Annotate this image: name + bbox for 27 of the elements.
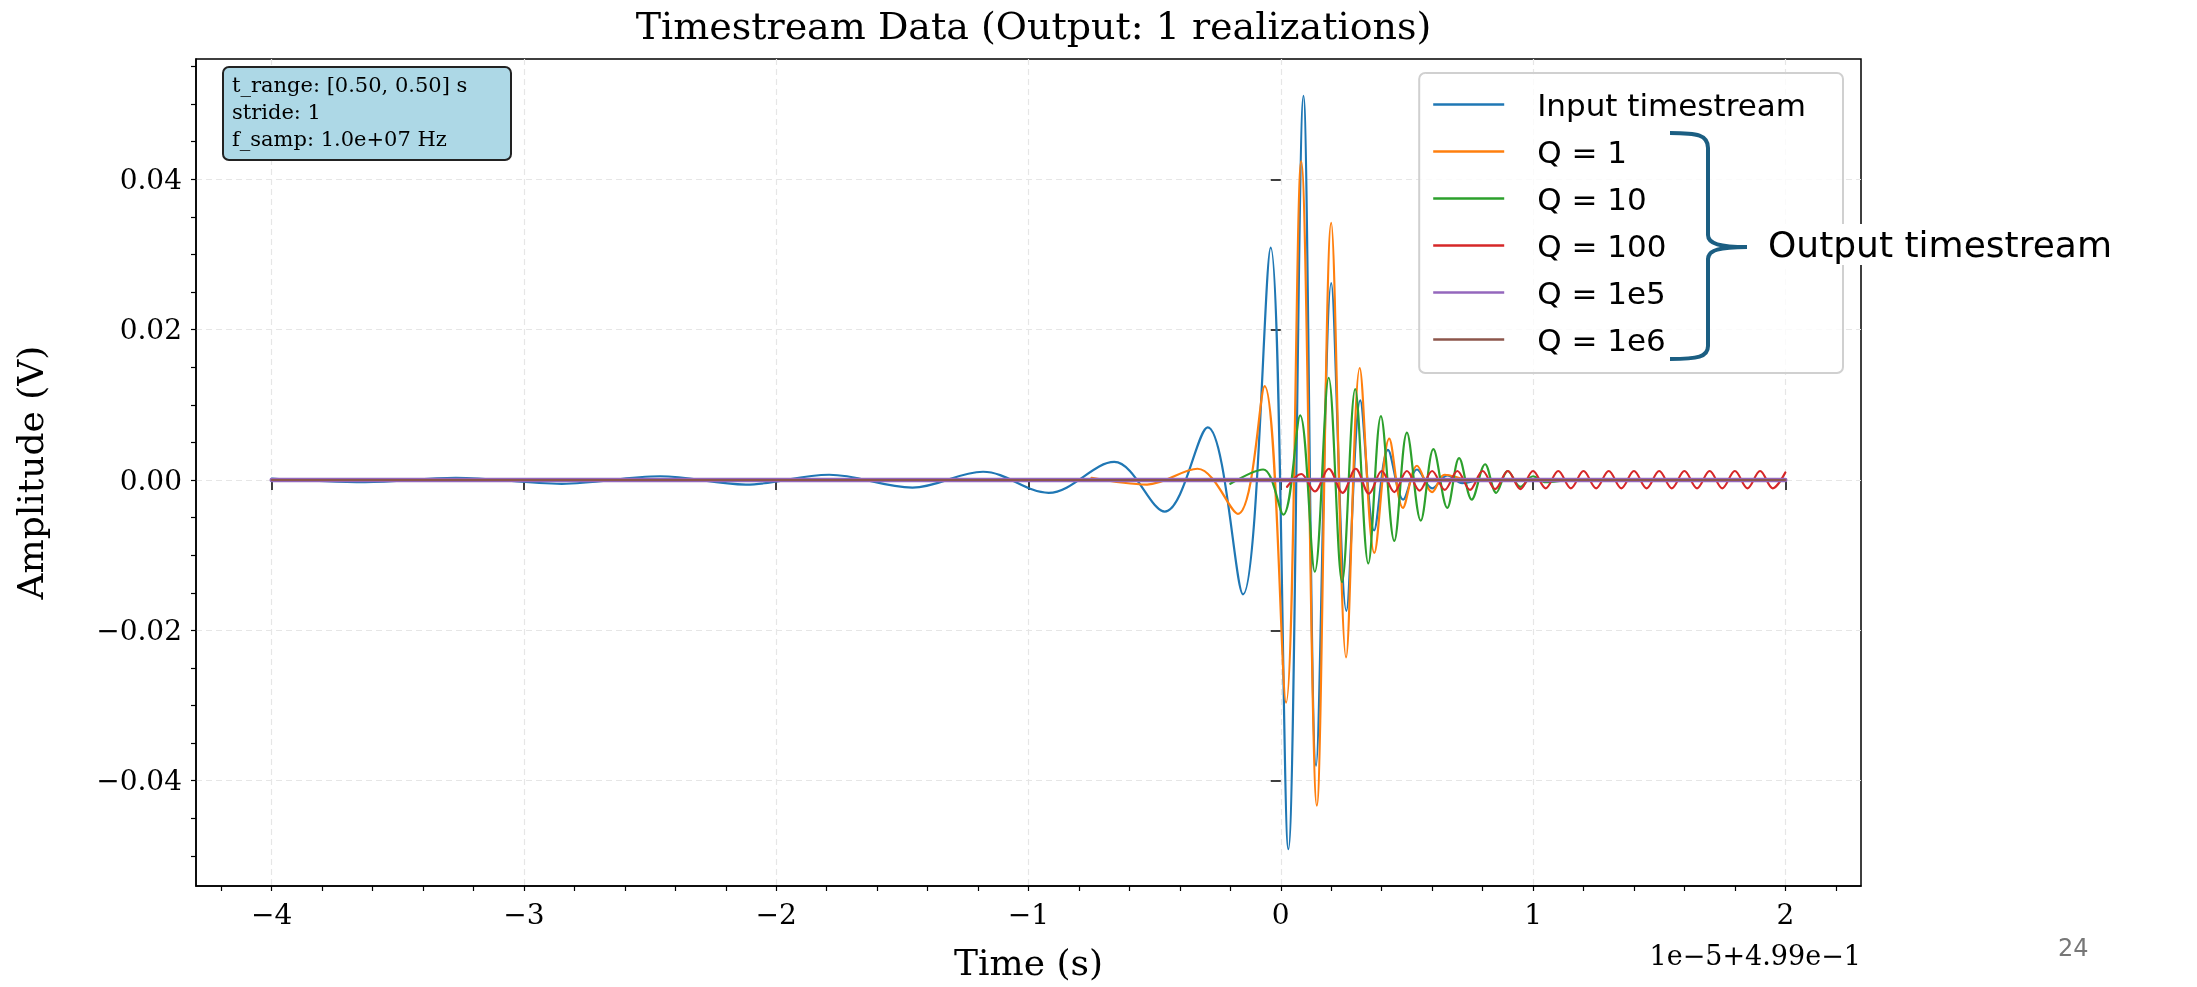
annotation: f_samp: 1.0e+07 Hz bbox=[232, 126, 448, 153]
annotation: stride: 1 bbox=[232, 99, 322, 126]
legend-label: Q = 1 bbox=[1537, 133, 1628, 170]
y-axis-title: Amplitude (V) bbox=[9, 345, 51, 601]
x-tick-label: −3 bbox=[503, 897, 545, 931]
y-tick-label: 0.00 bbox=[119, 463, 182, 497]
x-tick-label: −2 bbox=[755, 897, 797, 931]
legend-label: Q = 1e5 bbox=[1537, 274, 1666, 311]
x-tick-label: 0 bbox=[1271, 897, 1290, 931]
x-tick-label: −4 bbox=[251, 897, 293, 931]
text: 1e−5+4.99e−1 bbox=[1649, 940, 1861, 971]
x-tick-label: −1 bbox=[1007, 897, 1050, 931]
legend-label: Q = 100 bbox=[1537, 227, 1667, 264]
y-tick-label: −0.04 bbox=[96, 764, 182, 798]
annotation: Output timestream bbox=[1768, 224, 2112, 265]
legend-label: Q = 1e6 bbox=[1537, 321, 1666, 358]
x-axis-title: Time (s) bbox=[954, 941, 1103, 983]
legend-label: Input timestream bbox=[1537, 86, 1807, 123]
text: 24 bbox=[2058, 934, 2089, 962]
y-tick-label: −0.02 bbox=[96, 613, 182, 647]
chart-title: Timestream Data (Output: 1 realizations) bbox=[635, 4, 1432, 48]
x-tick-label: 1 bbox=[1524, 897, 1542, 931]
legend-label: Q = 10 bbox=[1537, 180, 1647, 217]
annotation: t_range: [0.50, 0.50] s bbox=[232, 72, 469, 99]
y-tick-label: 0.02 bbox=[119, 313, 182, 347]
y-tick-label: 0.04 bbox=[119, 162, 182, 196]
x-tick-label: 2 bbox=[1776, 897, 1795, 931]
